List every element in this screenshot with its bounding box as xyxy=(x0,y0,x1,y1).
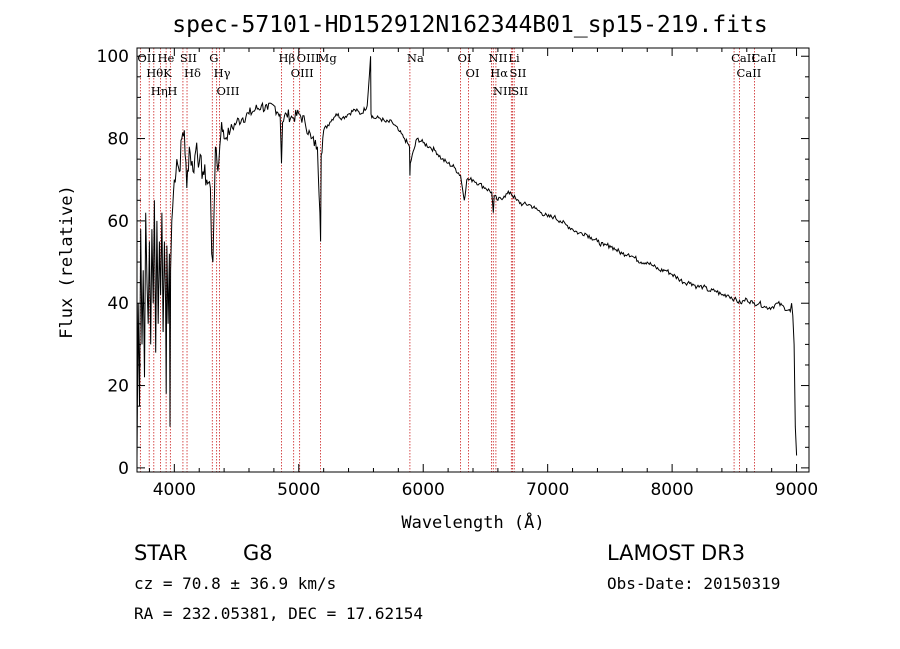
spectral-lines-group xyxy=(139,48,755,472)
spectral-line-label: Na xyxy=(407,51,424,65)
spectral-line-label: Hγ xyxy=(214,66,231,80)
spectral-line-label: SII xyxy=(511,84,528,98)
spectral-line-label: Li xyxy=(508,51,520,65)
y-axis-ticks: 0 20 40 60 80 100 xyxy=(97,47,809,479)
spectral-line-label: CaII xyxy=(731,51,756,65)
x-tick-label: 7000 xyxy=(526,480,569,500)
spectral-line-label: K xyxy=(163,66,172,80)
y-tick-label: 100 xyxy=(97,47,129,67)
y-tick-label: 20 xyxy=(107,377,129,397)
y-axis-label: Flux (relative) xyxy=(57,185,77,339)
spectral-line-label: OIII xyxy=(291,66,314,80)
coordinates: RA = 232.05381, DEC = 17.62154 xyxy=(134,604,423,623)
spectral-line-label: Hα xyxy=(490,66,508,80)
x-axis-ticks: 4000 5000 6000 7000 8000 9000 xyxy=(148,48,818,500)
x-axis-label: Wavelength (Å) xyxy=(401,511,544,533)
y-tick-label: 60 xyxy=(107,212,129,232)
x-tick-label: 5000 xyxy=(277,480,320,500)
y-tick-label: 80 xyxy=(107,130,129,150)
spectral-line-label: Mg xyxy=(318,51,338,65)
x-tick-label: 9000 xyxy=(775,480,818,500)
spectral-line-label: OI xyxy=(458,51,472,65)
spectral-line-label: SII xyxy=(509,66,526,80)
spectral-line-label: Hβ xyxy=(278,51,295,65)
survey-name: LAMOST DR3 xyxy=(607,541,745,565)
spectral-line-label: H xyxy=(167,84,177,98)
spectral-line-label: He xyxy=(158,51,175,65)
object-type: STAR xyxy=(134,541,187,565)
spectral-line-label: CaII xyxy=(737,66,762,80)
spectral-line-label: CaII xyxy=(751,51,776,65)
spectral-line-label: OIII xyxy=(217,84,240,98)
object-subclass: G8 xyxy=(243,541,273,565)
spectral-line-label: NII xyxy=(488,51,507,65)
spectral-line-label: OII xyxy=(137,51,156,65)
spectral-line-label: Hθ xyxy=(146,66,163,80)
spectral-line-label: Hδ xyxy=(184,66,201,80)
x-tick-label: 8000 xyxy=(650,480,693,500)
observation-date: Obs-Date: 20150319 xyxy=(607,574,780,593)
spectral-line-label: OIII xyxy=(297,51,320,65)
y-tick-label: 40 xyxy=(107,294,129,314)
spectral-line-label: G xyxy=(209,51,218,65)
spectral-line-label: SII xyxy=(180,51,197,65)
chart-title: spec-57101-HD152912N162344B01_sp15-219.f… xyxy=(172,12,767,38)
plot-frame xyxy=(136,47,810,473)
spectral-line-label: Hη xyxy=(151,84,168,98)
x-tick-label: 4000 xyxy=(153,480,196,500)
x-tick-label: 6000 xyxy=(402,480,445,500)
redshift-cz: cz = 70.8 ± 36.9 km/s xyxy=(134,574,336,593)
y-tick-label: 0 xyxy=(118,459,129,479)
spectrum-series xyxy=(136,56,798,460)
spectral-line-label: NII xyxy=(493,84,512,98)
spectral-line-label: OI xyxy=(466,66,480,80)
